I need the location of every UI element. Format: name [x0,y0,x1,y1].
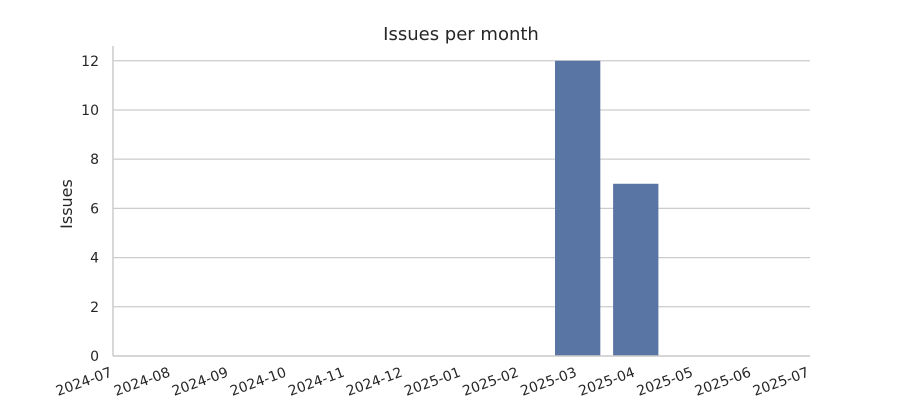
x-tick-label: 2024-10 [228,365,288,400]
y-tick-labels: 0 2 4 6 8 10 12 [81,54,99,365]
y-axis-label: Issues [57,179,76,229]
x-tick-label: 2024-11 [286,365,346,400]
x-tick-labels: 2024-072024-082024-092024-102024-112024-… [54,365,811,400]
axes [112,46,810,357]
x-tick-label: 2024-07 [54,365,114,400]
y-tick-label: 6 [90,201,99,217]
bar-2025-03 [555,60,601,357]
x-tick-label: 2025-05 [635,365,695,400]
gridlines [113,60,810,357]
y-tick-label: 2 [90,300,99,316]
y-tick-label: 8 [90,152,99,168]
chart-title: Issues per month [383,24,539,45]
x-tick-label: 2025-01 [402,365,462,400]
y-tick-label: 0 [90,349,99,365]
x-tick-label: 2025-06 [693,365,754,400]
y-tick-label: 4 [90,251,99,267]
x-tick-label: 2025-02 [461,365,521,400]
x-tick-label: 2025-03 [519,365,579,400]
x-tick-label: 2024-12 [344,365,404,400]
x-tick-label: 2024-08 [112,365,172,400]
x-tick-label: 2025-04 [577,365,638,400]
bars [555,60,659,357]
x-tick-label: 2024-09 [170,365,230,400]
y-tick-label: 12 [81,54,99,70]
y-tick-label: 10 [81,103,99,119]
x-tick-label: 2025-07 [751,365,811,400]
bar-2025-04 [613,183,659,356]
